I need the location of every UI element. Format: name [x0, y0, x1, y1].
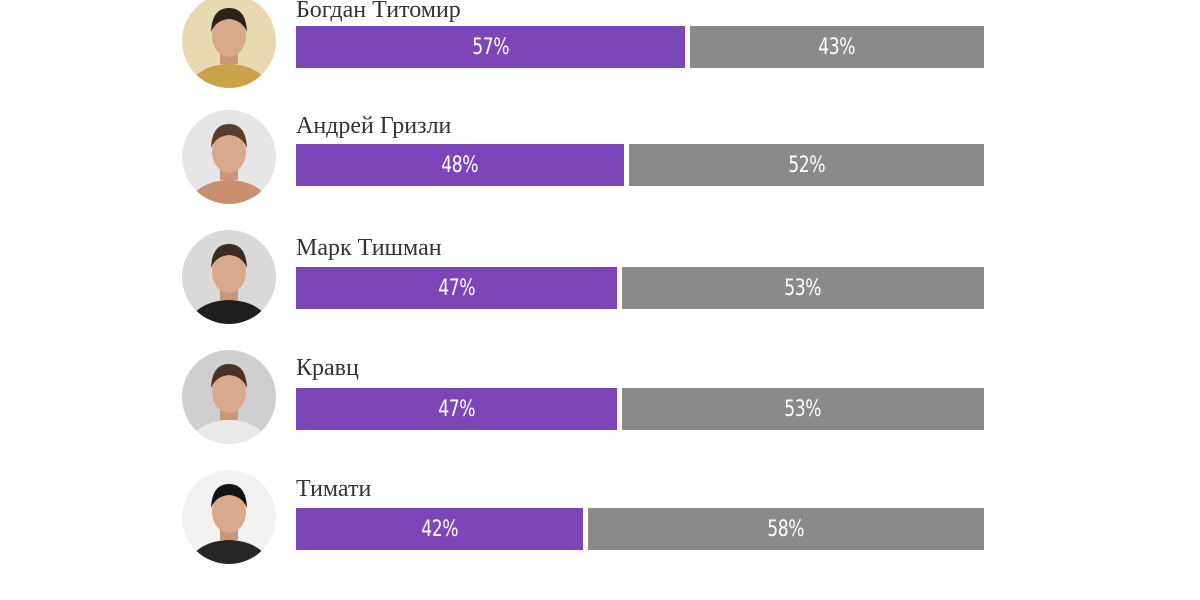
- person-name: Богдан Титомир: [296, 0, 461, 23]
- person-name: Марк Тишман: [296, 235, 442, 261]
- bar-segment-grey: 53%: [622, 267, 984, 309]
- person-name: Тимати: [296, 476, 372, 502]
- person-name: Кравц: [296, 355, 359, 381]
- bar-value-label: 47%: [438, 275, 475, 301]
- bar-value-label: 42%: [421, 516, 458, 542]
- bar-value-label: 47%: [438, 396, 475, 422]
- poll-row: Богдан Титомир 57% 43%: [0, 0, 1200, 120]
- bar-value-label: 58%: [767, 516, 805, 542]
- bar-segment-purple: 57%: [296, 26, 685, 68]
- poll-row: Марк Тишман 47% 53%: [0, 230, 1200, 350]
- avatar: [182, 470, 276, 564]
- bar-value-label: 52%: [788, 152, 825, 178]
- avatar: [182, 110, 276, 204]
- bar-segment-purple: 47%: [296, 388, 617, 430]
- bar-segment-grey: 52%: [629, 144, 984, 186]
- poll-row: Тимати 42% 58%: [0, 470, 1200, 590]
- bar-segment-grey: 58%: [588, 508, 984, 550]
- bar-value-label: 43%: [818, 34, 856, 60]
- bar-segment-grey: 53%: [622, 388, 984, 430]
- bar-value-label: 57%: [472, 34, 509, 60]
- bar-value-label: 48%: [441, 152, 479, 178]
- bar-segment-purple: 48%: [296, 144, 624, 186]
- bar-segment-purple: 47%: [296, 267, 617, 309]
- bar-value-label: 53%: [784, 396, 822, 422]
- avatar: [182, 0, 276, 88]
- bar-segment-grey: 43%: [690, 26, 984, 68]
- person-name: Андрей Гризли: [296, 113, 452, 139]
- poll-row: Андрей Гризли 48% 52%: [0, 110, 1200, 230]
- avatar: [182, 350, 276, 444]
- bar-value-label: 53%: [784, 275, 822, 301]
- avatar: [182, 230, 276, 324]
- poll-row: Кравц 47% 53%: [0, 350, 1200, 470]
- bar-segment-purple: 42%: [296, 508, 583, 550]
